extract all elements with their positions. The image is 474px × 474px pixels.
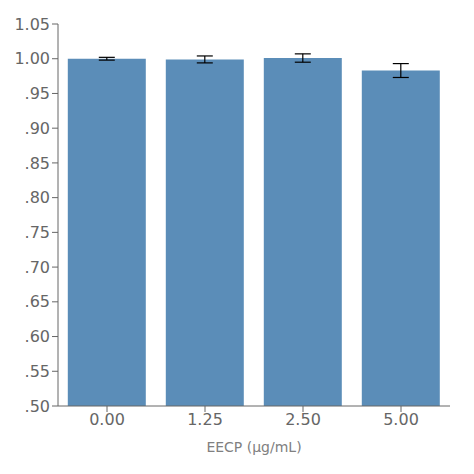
svg-text:.65: .65: [25, 292, 50, 311]
svg-text:1.05: 1.05: [14, 15, 50, 34]
svg-text:5.00: 5.00: [383, 410, 419, 429]
svg-text:.95: .95: [25, 84, 50, 103]
svg-text:1.00: 1.00: [14, 49, 50, 68]
svg-text:.50: .50: [25, 397, 50, 416]
svg-text:.75: .75: [25, 223, 50, 242]
svg-text:.80: .80: [25, 188, 50, 207]
svg-text:.85: .85: [25, 154, 50, 173]
svg-text:EECP (μg/mL): EECP (μg/mL): [206, 439, 301, 455]
svg-text:.90: .90: [25, 119, 50, 138]
svg-text:0.00: 0.00: [89, 410, 125, 429]
svg-text:2.50: 2.50: [285, 410, 321, 429]
svg-text:.55: .55: [25, 362, 50, 381]
svg-text:.60: .60: [25, 327, 50, 346]
svg-text:.70: .70: [25, 258, 50, 277]
svg-text:1.25: 1.25: [187, 410, 223, 429]
